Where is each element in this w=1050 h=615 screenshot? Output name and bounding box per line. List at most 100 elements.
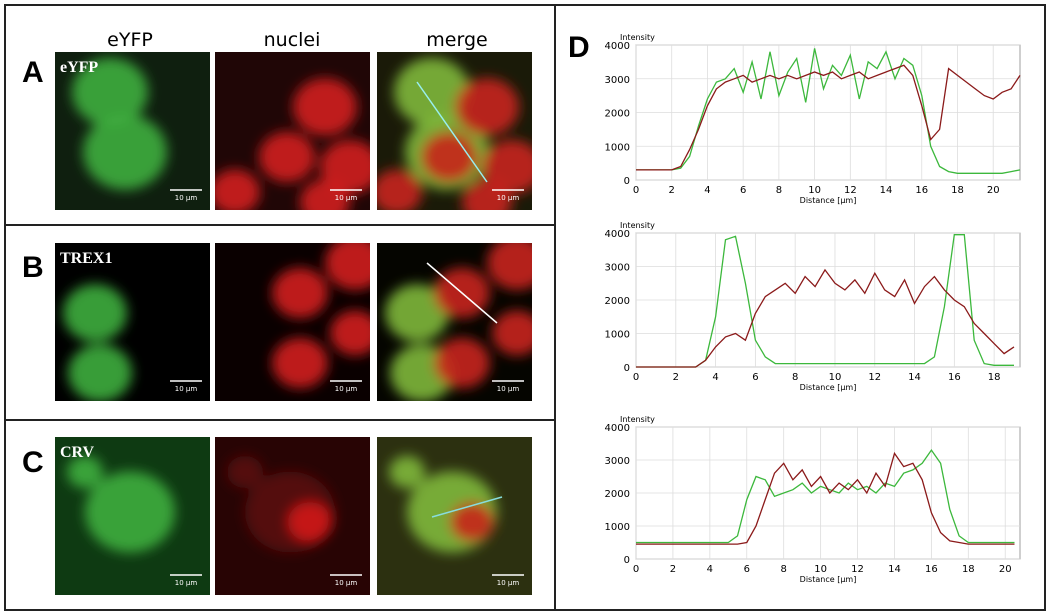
profile-arrow <box>426 262 498 324</box>
cell <box>227 455 263 489</box>
cell <box>272 267 328 319</box>
panel-letter: B <box>22 251 44 284</box>
y-tick-label: 2000 <box>605 109 630 120</box>
x-tick-label: 14 <box>888 564 901 575</box>
x-axis-label: Distance [µm] <box>800 196 857 205</box>
profile-arrow <box>431 496 503 518</box>
x-tick-label: 2 <box>669 185 675 196</box>
cells <box>215 78 370 210</box>
y-tick-label: 4000 <box>605 423 630 434</box>
x-tick-label: 4 <box>712 372 718 383</box>
x-tick-label: 12 <box>868 372 881 383</box>
y-axis-label: Intensity <box>620 33 655 42</box>
cell <box>421 131 477 183</box>
cell <box>325 243 370 290</box>
panel-letter: C <box>22 446 44 479</box>
cell <box>385 284 449 342</box>
scale-label: 10 µm <box>175 579 198 587</box>
y-tick-label: 1000 <box>605 330 630 341</box>
y-tick-label: 1000 <box>605 142 630 153</box>
cell <box>72 57 148 127</box>
x-tick-label: 18 <box>988 372 1001 383</box>
cell <box>482 140 532 194</box>
y-tick-label: 0 <box>624 176 630 187</box>
data-line <box>636 64 1021 171</box>
x-tick-label: 6 <box>752 372 758 383</box>
micrograph: 10 µm <box>215 52 370 210</box>
x-tick-label: 0 <box>633 372 639 383</box>
cell <box>272 337 328 389</box>
cell <box>377 169 422 210</box>
cell <box>450 502 494 542</box>
scale-label: 10 µm <box>497 194 520 202</box>
micrograph: 10 µm <box>215 437 370 595</box>
x-axis-label: Distance [µm] <box>800 383 857 392</box>
y-axis-label: Intensity <box>620 415 655 424</box>
y-tick-label: 4000 <box>605 41 630 52</box>
cells <box>63 284 132 401</box>
cell <box>462 179 512 210</box>
cell <box>293 78 357 136</box>
x-tick-label: 2 <box>670 564 676 575</box>
cells <box>72 57 167 190</box>
cells <box>385 243 532 401</box>
micrograph: 10 µm <box>55 243 210 401</box>
frame <box>4 4 1046 611</box>
x-tick-label: 12 <box>851 564 864 575</box>
column-label: eYFP <box>107 29 153 51</box>
x-tick-label: 14 <box>880 185 893 196</box>
scale-label: 10 µm <box>335 194 358 202</box>
scale-label: 10 µm <box>175 194 198 202</box>
x-tick-label: 20 <box>987 185 1000 196</box>
x-axis-label: Distance [µm] <box>800 575 857 584</box>
scale-label: 10 µm <box>497 385 520 393</box>
x-tick-label: 10 <box>814 564 827 575</box>
cells <box>67 455 175 553</box>
scale-label: 10 µm <box>335 385 358 393</box>
cell <box>394 57 470 127</box>
x-tick-label: 0 <box>633 185 639 196</box>
cell <box>85 471 175 553</box>
x-tick-label: 18 <box>951 185 964 196</box>
data-line <box>636 448 1015 544</box>
cell <box>389 455 425 489</box>
x-tick-label: 14 <box>908 372 921 383</box>
y-tick-label: 3000 <box>605 456 630 467</box>
y-tick-label: 1000 <box>605 522 630 533</box>
micrograph: 10 µm <box>215 243 370 401</box>
data-line <box>636 268 1015 368</box>
y-tick-label: 0 <box>624 363 630 374</box>
cell <box>259 131 315 183</box>
y-tick-label: 3000 <box>605 263 630 274</box>
cell <box>68 344 132 401</box>
micrograph: 10 µm <box>55 437 210 595</box>
y-tick-label: 3000 <box>605 75 630 86</box>
cell <box>330 310 370 356</box>
y-tick-label: 0 <box>624 555 630 566</box>
x-tick-label: 2 <box>673 372 679 383</box>
cell <box>83 114 167 190</box>
cell <box>63 284 127 342</box>
x-tick-label: 12 <box>844 185 857 196</box>
cells <box>377 57 532 210</box>
x-tick-label: 4 <box>707 564 713 575</box>
column-label: nuclei <box>264 29 321 51</box>
cell <box>67 455 103 489</box>
cells <box>272 243 370 389</box>
x-tick-label: 4 <box>704 185 710 196</box>
micrograph: 10 µm <box>377 52 532 210</box>
panel-letter: A <box>22 56 44 89</box>
x-tick-label: 16 <box>915 185 928 196</box>
x-tick-label: 8 <box>776 185 782 196</box>
y-axis-label: Intensity <box>620 221 655 230</box>
cell <box>487 243 532 290</box>
inset-label: CRV <box>60 444 95 461</box>
micrograph: 10 µm <box>377 243 532 401</box>
data-line <box>636 451 1015 545</box>
x-tick-label: 10 <box>808 185 821 196</box>
x-tick-label: 10 <box>829 372 842 383</box>
y-tick-label: 4000 <box>605 229 630 240</box>
cells <box>227 455 335 553</box>
data-line <box>636 48 1021 174</box>
